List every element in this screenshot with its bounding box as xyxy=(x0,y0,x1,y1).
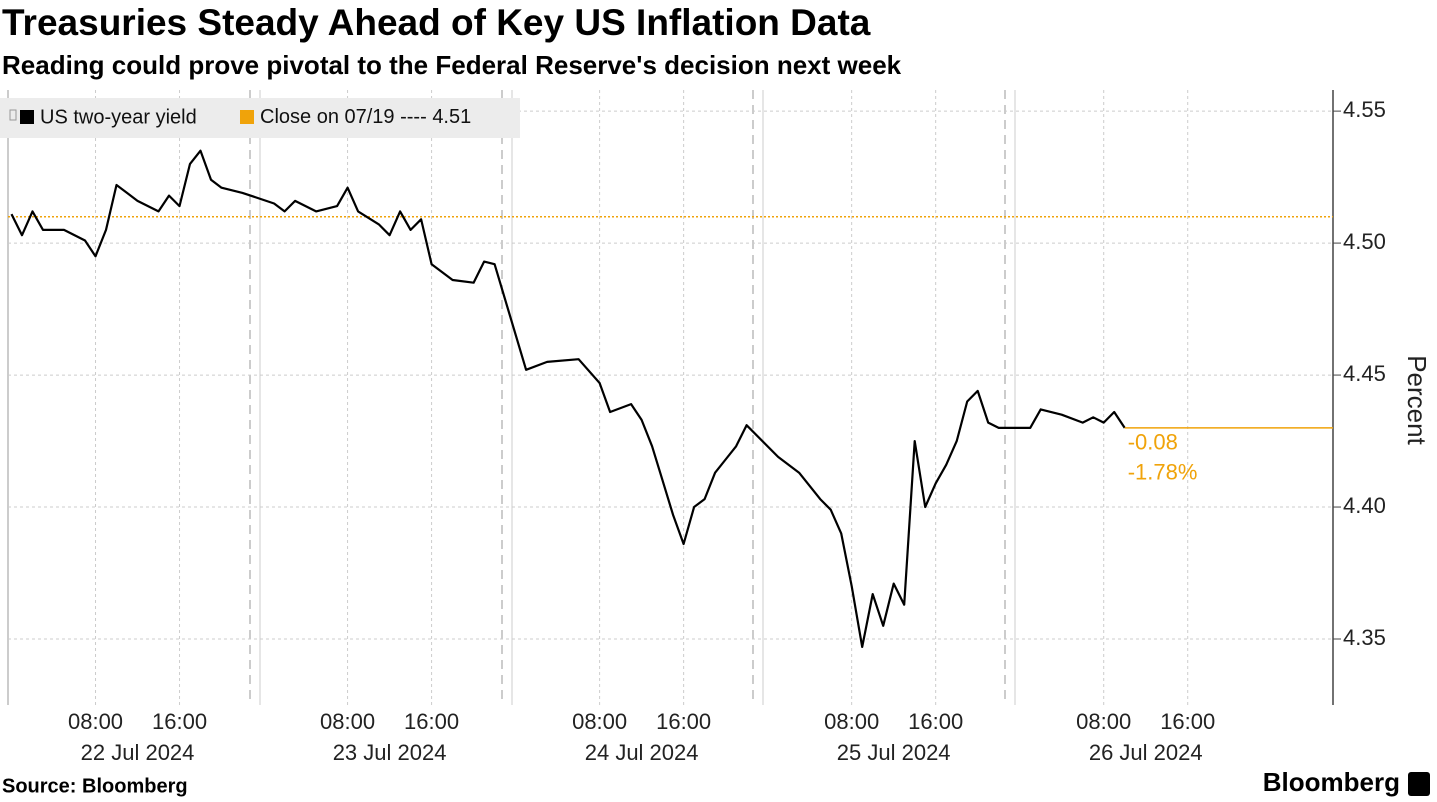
y-tick-label: 4.45 xyxy=(1343,361,1386,386)
y-axis-label: Percent xyxy=(1402,355,1432,445)
x-tick-label: 08:00 xyxy=(68,709,123,734)
chart-subtitle: Reading could prove pivotal to the Feder… xyxy=(2,50,902,80)
brand: Bloomberg xyxy=(1263,767,1400,797)
day-separators xyxy=(7,90,1334,705)
legend-box xyxy=(0,98,520,138)
x-tick-label: 16:00 xyxy=(1160,709,1215,734)
y-tick-label: 4.35 xyxy=(1343,625,1386,650)
legend-swatch xyxy=(240,110,254,124)
chart-title: Treasuries Steady Ahead of Key US Inflat… xyxy=(2,2,871,43)
y-tick-label: 4.40 xyxy=(1343,493,1386,518)
change-label: -0.08 xyxy=(1128,430,1178,455)
legend-label: US two-year yield xyxy=(40,106,197,128)
x-date-label: 23 Jul 2024 xyxy=(333,740,447,765)
legend-icon xyxy=(9,109,17,121)
x-tick-label: 16:00 xyxy=(908,709,963,734)
legend-swatch xyxy=(20,110,34,124)
brand-icon xyxy=(1408,772,1430,796)
close-value: 4.51 xyxy=(432,106,471,128)
x-tick-label: 08:00 xyxy=(572,709,627,734)
series-line xyxy=(10,149,1126,648)
x-tick-label: 16:00 xyxy=(404,709,459,734)
source: Source: Bloomberg xyxy=(2,775,188,797)
legend-label: Close on 07/19 ---- 4.51 xyxy=(260,106,471,128)
change-label: -1.78% xyxy=(1128,460,1198,485)
x-tick-label: 08:00 xyxy=(1076,709,1131,734)
y-tick-label: 4.55 xyxy=(1343,97,1386,122)
x-tick-label: 16:00 xyxy=(656,709,711,734)
y-tick-label: 4.50 xyxy=(1343,229,1386,254)
x-tick-label: 08:00 xyxy=(824,709,879,734)
x-date-label: 25 Jul 2024 xyxy=(837,740,951,765)
close-label: Close on 07/19 ---- xyxy=(260,106,427,128)
x-tick-label: 08:00 xyxy=(320,709,375,734)
x-date-label: 22 Jul 2024 xyxy=(81,740,195,765)
x-date-label: 24 Jul 2024 xyxy=(585,740,699,765)
x-tick-label: 16:00 xyxy=(152,709,207,734)
x-date-label: 26 Jul 2024 xyxy=(1089,740,1203,765)
